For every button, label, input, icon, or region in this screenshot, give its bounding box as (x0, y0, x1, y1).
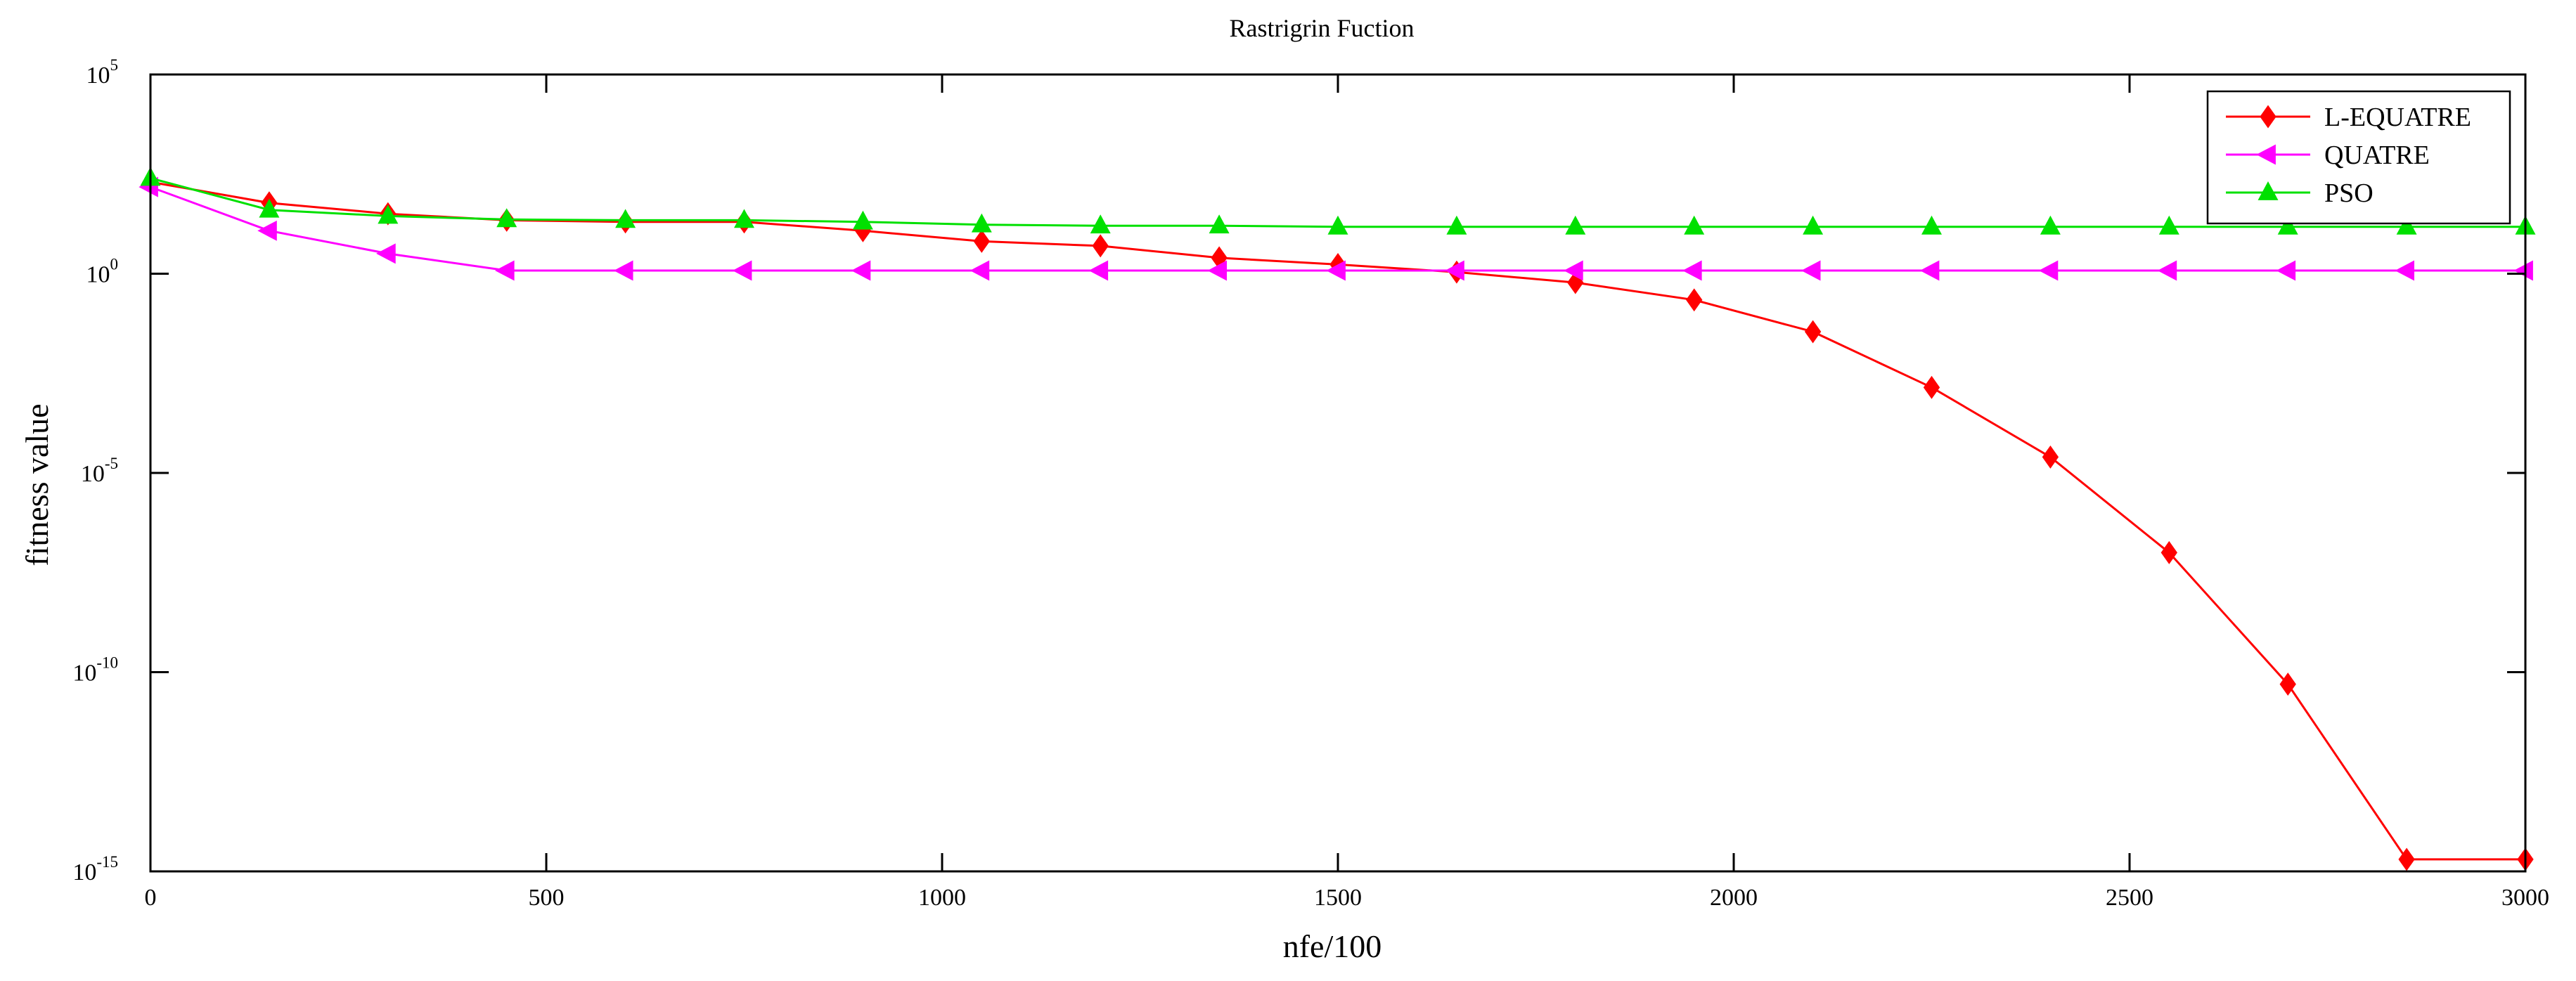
data-point-quatre (851, 260, 871, 281)
data-point-pso (1565, 215, 1586, 235)
data-point-quatre (1919, 260, 1940, 281)
data-point-l-equatre (2160, 540, 2177, 564)
data-point-quatre (376, 243, 396, 264)
legend: L-EQUATRE QUATRE PSO (2206, 90, 2511, 225)
data-point-quatre (1564, 260, 1583, 281)
data-point-quatre (2276, 260, 2296, 281)
data-point-pso (971, 213, 992, 233)
data-point-quatre (2157, 260, 2177, 281)
x-axis-label: nfe/100 (1283, 928, 1382, 964)
legend-swatch-marker (2260, 105, 2276, 129)
legend-label: L-EQUATRE (2324, 103, 2471, 132)
data-point-pso (2396, 215, 2417, 235)
x-tick-label: 500 (529, 885, 565, 911)
y-axis-label: fitness value (19, 403, 55, 566)
data-point-pso (1327, 215, 1348, 235)
data-point-pso (615, 209, 636, 228)
legend-swatch-marker (2256, 144, 2276, 165)
data-point-quatre (2513, 260, 2533, 281)
series-pso (140, 167, 2536, 235)
data-point-pso (734, 209, 754, 228)
data-point-quatre (495, 260, 515, 281)
y-tick-label: 10-15 (72, 853, 118, 885)
data-point-pso (496, 208, 517, 228)
data-point-pso (1921, 215, 1942, 235)
data-point-quatre (613, 260, 633, 281)
x-tick-label: 2500 (2106, 885, 2153, 911)
data-point-quatre (1326, 260, 1346, 281)
data-point-pso (2040, 215, 2061, 235)
data-point-quatre (1682, 260, 1702, 281)
data-point-pso (1684, 215, 1705, 235)
data-point-quatre (1801, 260, 1821, 281)
data-point-pso (1209, 214, 1230, 234)
data-point-quatre (257, 220, 277, 241)
data-point-pso (2277, 215, 2298, 235)
data-point-pso (378, 204, 399, 224)
plot-area (150, 74, 2525, 871)
x-tick-label: 2000 (1710, 885, 1758, 911)
legend-item-l-equatre: L-EQUATRE (2226, 103, 2471, 132)
y-tick-label: 105 (86, 56, 119, 89)
x-tick-label: 3000 (2501, 885, 2549, 911)
data-point-quatre (1207, 260, 1227, 281)
data-point-quatre (970, 260, 990, 281)
legend-label: QUATRE (2324, 141, 2430, 170)
ticks-layer: 0 500 1000 1500 2000 2500 3000 105 100 10-5 10-10 1… (72, 56, 2549, 911)
legend-label: PSO (2324, 178, 2374, 208)
data-point-pso (1803, 215, 1824, 235)
data-point-l-equatre (2279, 673, 2296, 696)
data-point-quatre (732, 260, 752, 281)
chart-title: Rastrigrin Fuction (1230, 14, 1415, 42)
legend-box (2206, 90, 2511, 225)
data-point-l-equatre (2042, 445, 2059, 469)
x-tick-label: 0 (145, 885, 157, 911)
data-point-l-equatre (1923, 375, 1940, 399)
data-point-pso (852, 210, 873, 230)
legend-item-quatre: QUATRE (2226, 141, 2430, 170)
y-tick-label: 10-5 (81, 455, 118, 487)
data-point-pso (259, 198, 280, 218)
legend-item-pso: PSO (2226, 178, 2374, 208)
data-point-l-equatre (973, 229, 990, 253)
series-layer (139, 167, 2536, 871)
data-point-quatre (2038, 260, 2059, 281)
series-quatre (139, 176, 2533, 281)
data-point-pso (2158, 215, 2179, 235)
data-point-pso (1446, 215, 1467, 235)
data-point-quatre (2395, 260, 2414, 281)
y-tick-label: 100 (86, 256, 119, 288)
data-point-l-equatre (1686, 288, 1703, 312)
data-point-quatre (1445, 260, 1464, 281)
plot-background (150, 74, 2525, 871)
x-tick-label: 1500 (1314, 885, 1362, 911)
x-tick-label: 1000 (918, 885, 966, 911)
data-point-l-equatre (1092, 234, 1109, 258)
legend-swatch-marker (2258, 181, 2279, 200)
data-point-pso (1090, 214, 1111, 234)
y-tick-label: 10-10 (72, 654, 118, 687)
data-point-l-equatre (1804, 320, 1822, 344)
data-point-quatre (1088, 260, 1109, 281)
